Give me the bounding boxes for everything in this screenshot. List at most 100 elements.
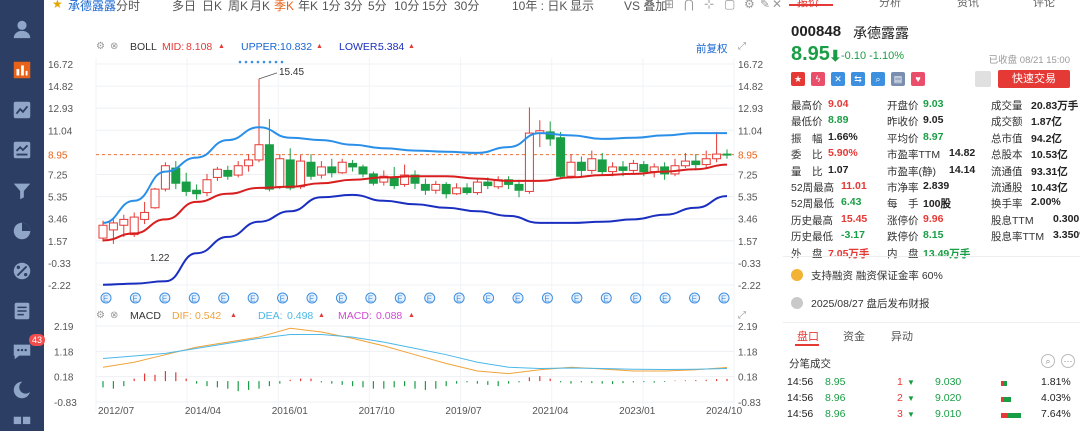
period-15[interactable]: VS 叠加 [624, 0, 668, 13]
ticks-search-icon[interactable]: ⌕ [1041, 354, 1055, 368]
close-icon[interactable]: ⊗ [110, 41, 119, 52]
research-tag-icon[interactable]: ⌕ [871, 72, 885, 86]
expand-icon[interactable]: ⤢ [738, 41, 746, 52]
period-1[interactable]: 多日 [172, 0, 197, 13]
earnings-marker-label: E [721, 295, 726, 304]
quote-value: 9.04 [828, 98, 849, 110]
fullscreen-icon[interactable]: ▢ [724, 0, 736, 11]
macd-expand-icon[interactable]: ⤢ [738, 310, 746, 321]
quote-value: 2.00% [1031, 196, 1061, 209]
macd-axis-right-label: 1.18 [738, 347, 758, 358]
tick-volume: 9.010 [935, 408, 962, 420]
period-5[interactable]: 季K [274, 0, 295, 13]
quote-label: 总市值 [991, 132, 1023, 145]
tab-orderbook[interactable]: 盘口 [797, 331, 819, 343]
macd-dea-value: 0.498 [287, 310, 314, 322]
dividend-dot [256, 60, 260, 64]
candle-body [504, 179, 514, 185]
candle-body [306, 161, 316, 177]
tab-analysis[interactable]: 分析 [879, 0, 901, 9]
price-axis-left-label: 7.25 [48, 171, 68, 182]
document-icon[interactable] [9, 298, 35, 324]
market-chart-icon[interactable] [9, 57, 35, 83]
period-8[interactable]: 3分 [344, 0, 363, 13]
analysis-icon[interactable] [9, 137, 35, 163]
period-10[interactable]: 10分 [394, 0, 420, 13]
quote-label: 股息TTM [991, 214, 1034, 227]
tab-movement[interactable]: 异动 [891, 331, 913, 343]
earnings-marker-label: E [662, 295, 667, 304]
period-6[interactable]: 年K [298, 0, 319, 13]
quote-label: 市盈率TTM [887, 149, 941, 162]
macd-dif-label: DIF: [172, 310, 192, 322]
hk-tag-icon[interactable]: ⇆ [851, 72, 865, 86]
macd-hist-label: MACD: [338, 310, 372, 322]
period-11[interactable]: 15分 [422, 0, 448, 13]
kline-chart[interactable]: 16.72 16.72 14.82 14.82 12.93 12.93 11.04 11.04… [44, 0, 778, 431]
report-tag-icon[interactable]: ▤ [891, 72, 905, 86]
user-icon[interactable] [9, 16, 35, 42]
earnings-marker [188, 292, 200, 304]
price-axis-left-label: 16.72 [48, 60, 73, 71]
earnings-marker-label: E [544, 295, 549, 304]
period-13[interactable]: 10年 : 日K [512, 0, 568, 13]
period-4[interactable]: 月K [250, 0, 271, 13]
period-0[interactable]: 分时 [116, 0, 141, 13]
earnings-marker [159, 292, 171, 304]
favorite-star-icon[interactable]: ★ [52, 0, 63, 11]
settings-gear-icon[interactable]: ⚙ [96, 41, 105, 52]
range-icon[interactable]: ⊞ [664, 0, 675, 11]
x-axis-label: 2023/01 [619, 406, 656, 417]
magnet-icon[interactable]: ⋂ [684, 0, 694, 11]
candle-body [358, 166, 368, 175]
earnings-marker-label: E [368, 295, 373, 304]
ruler-icon[interactable]: ⊹ [704, 0, 715, 11]
tab-news[interactable]: 资讯 [957, 0, 979, 9]
dividend-dot [268, 60, 272, 64]
chat-icon[interactable]: 43 [9, 334, 46, 364]
period-14[interactable]: 显示 [570, 0, 595, 13]
percent-icon[interactable] [9, 258, 35, 284]
settings-icon[interactable]: ⚙ [744, 0, 755, 11]
tab-capital[interactable]: 资金 [843, 331, 865, 343]
dividend-dot [244, 60, 248, 64]
candle-body [129, 216, 139, 236]
macd-settings-icon[interactable]: ⚙ [96, 310, 105, 321]
candle-body [639, 164, 649, 173]
toolbar-stock-name[interactable]: 承德露露 [68, 0, 117, 13]
quote-value: 0.300 [1053, 212, 1080, 225]
ticks-more-icon[interactable]: ⋯ [1061, 354, 1075, 368]
quick-trade-button[interactable]: 快速交易 [998, 70, 1070, 88]
quote-row: 52周最高 11.01 市净率 2.839 流通股 10.43亿 [791, 180, 1080, 195]
connect-tag-icon[interactable]: ✕ [831, 72, 845, 86]
grid-icon[interactable] [9, 412, 35, 431]
moon-icon[interactable] [9, 377, 35, 403]
quote-row: 历史最低 -3.17 跌停价 8.15 股息率TTM 3.350% [791, 229, 1080, 244]
adjust-mode-button[interactable]: 前复权 [696, 43, 728, 55]
period-9[interactable]: 5分 [368, 0, 387, 13]
earnings-marker-label: E [221, 295, 226, 304]
earnings-marker [453, 292, 465, 304]
period-12[interactable]: 30分 [454, 0, 480, 13]
macd-close-icon[interactable]: ⊗ [110, 310, 119, 321]
candle-body [254, 144, 264, 161]
tab-comments[interactable]: 评论 [1033, 0, 1055, 9]
macd-axis-left-label: 1.18 [54, 347, 74, 358]
filter-icon[interactable] [9, 178, 35, 204]
alert-bell-icon[interactable] [975, 71, 991, 87]
edit-icon[interactable]: ✎ [760, 0, 771, 11]
china-flag-icon[interactable]: ★ [791, 72, 805, 86]
period-3[interactable]: 周K [228, 0, 249, 13]
margin-tag-icon[interactable]: ϟ [811, 72, 825, 86]
close-icon[interactable]: ✕ [772, 0, 783, 11]
period-2[interactable]: 日K [202, 0, 223, 13]
price-axis-right-label: 1.57 [738, 237, 758, 248]
pie-icon[interactable] [9, 218, 35, 244]
candle-body [285, 159, 295, 189]
tick-row: 14:56 8.95 1 ▼ 9.030 1.81% [783, 376, 1080, 392]
favorite-tag-icon[interactable]: ♥ [911, 72, 925, 86]
quote-value: 100股 [923, 198, 952, 211]
trend-icon[interactable] [9, 97, 35, 123]
quote-label: 52周最高 [791, 182, 835, 194]
period-7[interactable]: 1分 [322, 0, 341, 13]
